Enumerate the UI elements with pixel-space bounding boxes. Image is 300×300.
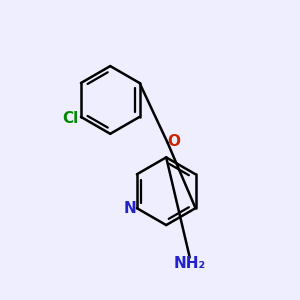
Text: NH₂: NH₂ bbox=[174, 256, 206, 271]
Text: N: N bbox=[123, 201, 136, 216]
Text: O: O bbox=[167, 134, 181, 149]
Text: Cl: Cl bbox=[62, 111, 79, 126]
